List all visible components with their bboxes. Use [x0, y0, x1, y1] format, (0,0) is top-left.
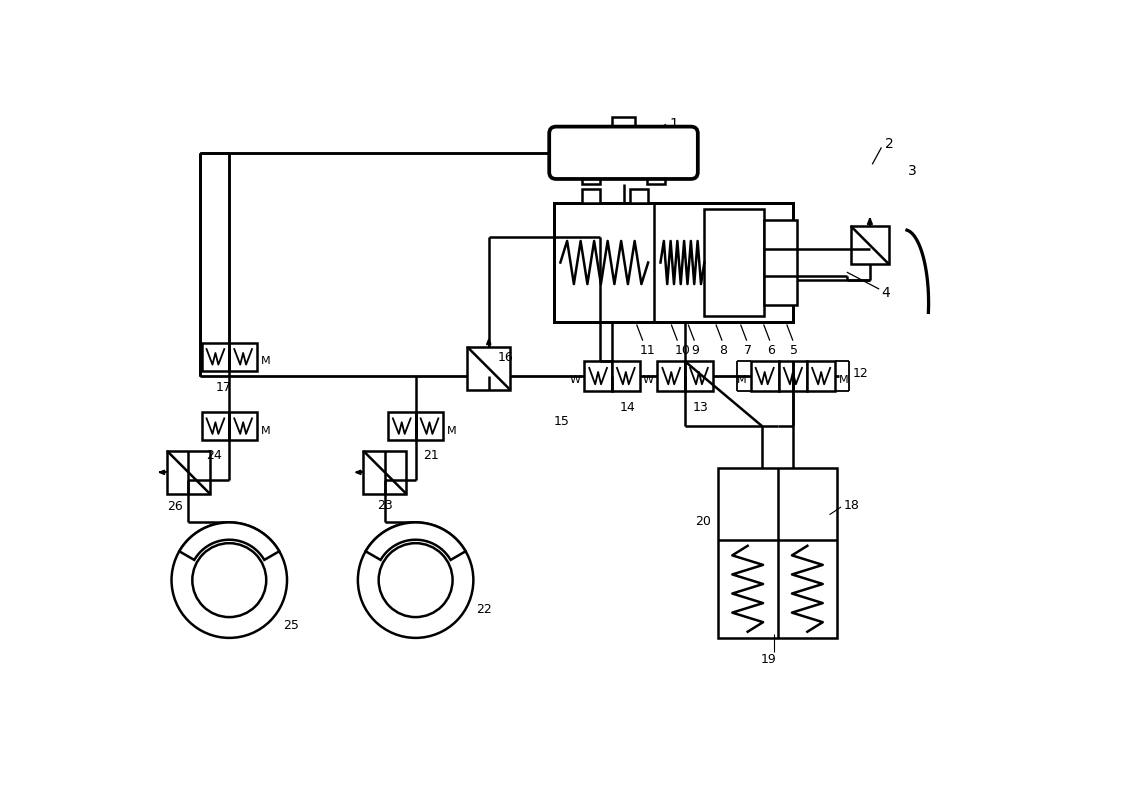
Text: 11: 11	[639, 344, 656, 356]
Text: 8: 8	[719, 344, 727, 356]
Text: M: M	[447, 426, 457, 436]
Bar	[229, 343, 257, 371]
Bar	[229, 413, 257, 440]
Bar	[468, 347, 510, 390]
Text: 12: 12	[853, 367, 868, 380]
Text: 19: 19	[761, 653, 776, 666]
FancyBboxPatch shape	[549, 127, 698, 179]
Text: 14: 14	[620, 401, 635, 413]
Polygon shape	[179, 523, 280, 560]
Text: 21: 21	[423, 449, 439, 463]
Text: M: M	[839, 375, 849, 385]
Circle shape	[172, 523, 286, 638]
Bar	[751, 361, 779, 390]
Text: 3: 3	[909, 164, 917, 178]
Polygon shape	[868, 219, 872, 224]
Bar	[363, 451, 407, 494]
Text: 25: 25	[283, 619, 299, 632]
Bar	[582, 172, 601, 185]
Polygon shape	[159, 470, 165, 474]
Bar	[717, 469, 838, 638]
Text: 17: 17	[215, 382, 231, 394]
Text: M: M	[261, 426, 270, 436]
Bar	[167, 451, 210, 494]
Bar	[629, 189, 649, 203]
Bar	[685, 361, 713, 390]
Text: 10: 10	[674, 344, 690, 356]
Text: M: M	[261, 356, 270, 367]
Text: 20: 20	[694, 515, 711, 527]
Bar	[582, 189, 601, 203]
Text: 4: 4	[881, 286, 890, 300]
Bar	[779, 361, 807, 390]
Text: W: W	[643, 375, 653, 385]
Circle shape	[193, 543, 266, 617]
Bar	[387, 413, 416, 440]
Polygon shape	[366, 523, 465, 560]
Bar	[612, 116, 635, 134]
Bar	[584, 361, 612, 390]
Bar	[202, 343, 229, 371]
Text: 13: 13	[693, 401, 708, 413]
Bar	[612, 361, 639, 390]
Text: 16: 16	[499, 352, 513, 364]
Text: 22: 22	[476, 604, 492, 616]
Text: 1: 1	[669, 116, 678, 131]
Text: 18: 18	[843, 499, 860, 512]
Polygon shape	[487, 339, 490, 345]
Text: 26: 26	[167, 500, 182, 513]
Text: 15: 15	[554, 414, 570, 428]
Bar	[764, 219, 796, 305]
Text: 23: 23	[377, 499, 393, 512]
Text: 9: 9	[691, 344, 699, 356]
Bar	[646, 172, 665, 185]
Bar	[202, 413, 229, 440]
Bar	[416, 413, 444, 440]
Circle shape	[378, 543, 453, 617]
Bar	[807, 361, 835, 390]
Text: 2: 2	[886, 137, 894, 151]
Bar	[705, 209, 764, 316]
Bar	[555, 203, 793, 322]
Bar	[658, 361, 685, 390]
Text: W: W	[570, 375, 580, 385]
Text: 6: 6	[767, 344, 775, 356]
Polygon shape	[355, 470, 361, 474]
Text: 24: 24	[206, 449, 222, 463]
Text: 7: 7	[744, 344, 752, 356]
Text: M: M	[737, 375, 747, 385]
Circle shape	[358, 523, 473, 638]
Text: 5: 5	[790, 344, 798, 356]
Bar	[850, 226, 889, 265]
